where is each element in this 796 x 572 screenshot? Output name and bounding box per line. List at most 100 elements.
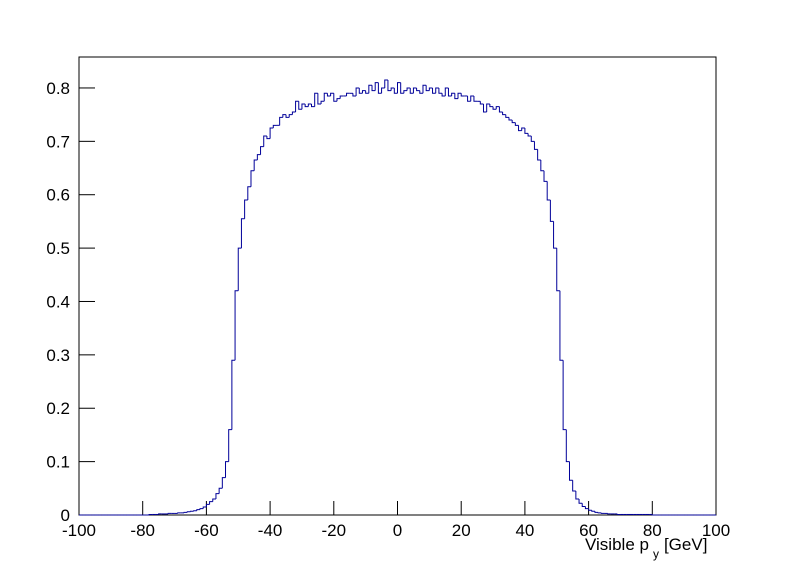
histogram-bin	[486, 103, 490, 112]
histogram-bin	[240, 218, 245, 249]
histogram-bin	[616, 513, 621, 515]
histogram-bin	[352, 93, 357, 97]
y-tick-label: 0.8	[46, 79, 70, 98]
histogram-bin	[568, 461, 573, 481]
histogram-bin	[256, 154, 261, 161]
histogram-bin	[597, 512, 602, 514]
y-tick-label: 0.6	[46, 186, 70, 205]
histogram-bin	[457, 92, 462, 99]
histogram-bin	[600, 512, 605, 514]
histogram-bin	[244, 199, 248, 219]
histogram-bin	[428, 87, 433, 91]
histogram-bin	[205, 503, 210, 507]
histogram-bin	[562, 360, 567, 431]
histogram-bin	[381, 87, 385, 94]
histogram-bin	[492, 106, 497, 110]
histogram-bin	[514, 122, 519, 126]
histogram-bin	[339, 95, 344, 99]
histogram-bin	[559, 290, 564, 361]
histogram-bin	[432, 87, 436, 94]
histogram-bin	[454, 93, 459, 100]
histogram-bin	[234, 290, 239, 361]
x-axis-label: Visible p y [GeV]	[585, 535, 707, 561]
histogram-bin	[438, 87, 443, 94]
histogram-bin	[435, 87, 439, 94]
histogram-bin	[186, 511, 191, 513]
histogram-bin	[591, 510, 595, 512]
histogram-bin	[397, 82, 401, 94]
histogram-bin	[301, 103, 306, 110]
histogram-bin	[584, 506, 589, 510]
y-tick-label: 0.1	[46, 453, 70, 472]
x-tick-label: -80	[130, 521, 155, 540]
histogram-bin	[527, 133, 532, 137]
histogram-bin	[400, 82, 404, 94]
histogram-bin	[177, 512, 181, 514]
histogram-bin	[588, 508, 592, 511]
histogram-bin	[269, 127, 274, 139]
histogram-bin	[495, 106, 500, 110]
histogram-bin	[412, 87, 417, 94]
histogram-bin	[148, 513, 153, 515]
histogram-bin	[374, 82, 379, 91]
histogram-bin	[298, 101, 302, 110]
x-tick-label: 100	[702, 521, 730, 540]
histogram-bin	[237, 247, 242, 291]
y-tick-label: 0.2	[46, 399, 70, 418]
histogram-bin	[218, 487, 223, 494]
x-tick-label: -40	[258, 521, 283, 540]
histogram-bin	[470, 95, 474, 102]
histogram-bin	[158, 513, 162, 515]
histogram-bin	[167, 512, 172, 514]
histogram-bin	[189, 510, 194, 512]
histogram-bin	[546, 181, 551, 201]
histogram-bin	[320, 100, 325, 104]
x-tick-label: 40	[515, 521, 534, 540]
histogram-bin	[565, 429, 570, 463]
histogram-bin	[489, 103, 494, 108]
histogram-bin	[403, 90, 408, 94]
histogram-bin	[556, 248, 560, 292]
histogram-bin	[441, 93, 446, 97]
histogram-bin	[581, 503, 586, 507]
histogram-bin	[447, 87, 452, 97]
histogram-bin	[530, 136, 535, 142]
histogram-bin	[285, 114, 290, 118]
histogram-bin	[346, 92, 350, 96]
histogram-bin	[508, 117, 513, 121]
histogram-bin	[540, 160, 545, 172]
histogram-bin	[202, 506, 207, 509]
histogram-bin	[225, 461, 229, 478]
histogram-bin	[371, 85, 376, 92]
histogram-bin	[221, 477, 226, 489]
histogram-bin	[365, 90, 369, 94]
histogram-bin	[549, 200, 554, 222]
histogram-bin	[406, 87, 411, 91]
x-tick-label: 80	[643, 521, 662, 540]
histogram-bin	[295, 100, 299, 112]
y-tick-label: 0.5	[46, 239, 70, 258]
x-tick-label: -60	[194, 521, 219, 540]
histogram-bin	[409, 87, 414, 94]
histogram-bin	[368, 84, 373, 94]
y-tick-label: 0.7	[46, 132, 70, 151]
histogram-bin	[215, 493, 220, 499]
histogram-bin	[482, 103, 487, 113]
histogram-bin	[575, 490, 580, 500]
histogram-bin	[323, 92, 328, 102]
histogram-bin	[479, 101, 484, 105]
histogram-bin	[260, 146, 264, 155]
histogram-bin	[358, 87, 363, 94]
x-tick-label: -100	[62, 521, 96, 540]
histogram-bin	[183, 511, 188, 513]
histogram-bin	[502, 111, 506, 116]
histogram-bin	[212, 498, 216, 502]
histogram-bin	[505, 114, 509, 118]
histogram-bin	[473, 95, 478, 102]
histogram-bin	[288, 114, 293, 118]
histogram-bin	[282, 114, 287, 118]
histogram-bin	[518, 125, 522, 132]
histogram-bin	[304, 103, 309, 108]
